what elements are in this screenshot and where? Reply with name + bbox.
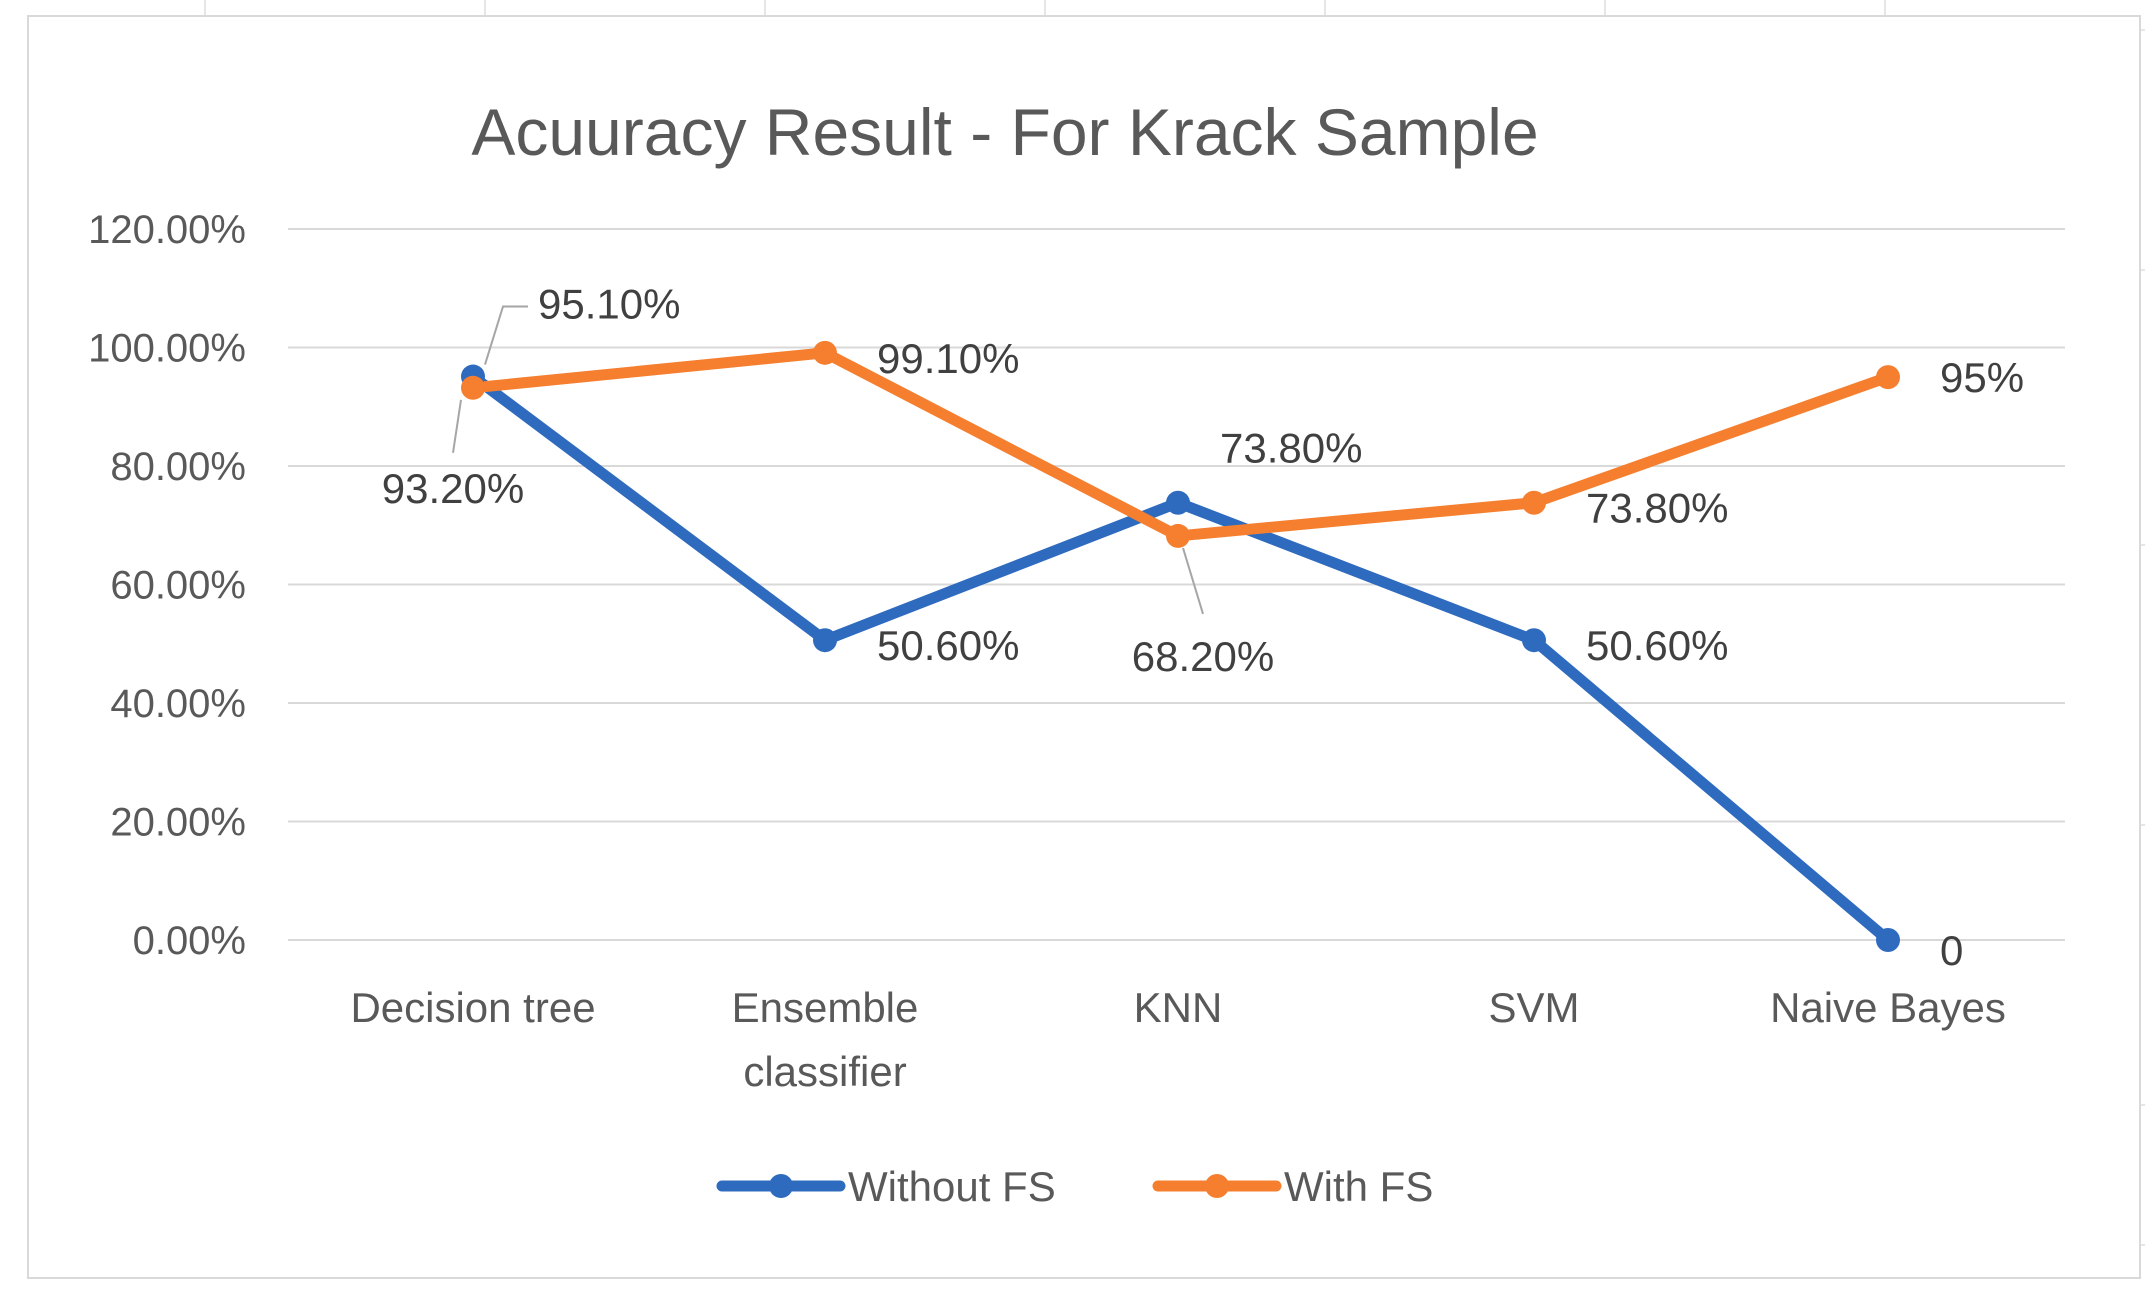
data-point [813, 628, 837, 653]
y-axis-tick-labels: 0.00% 20.00% 40.00% 60.00% 80.00% 100.00% 120.… [88, 208, 246, 963]
x-tick-label: Decision tree [350, 984, 595, 1031]
data-label: 50.60% [877, 622, 1019, 669]
data-label: 99.10% [877, 335, 1019, 382]
y-tick-label: 20.00% [110, 801, 246, 845]
x-tick-label: KNN [1134, 984, 1223, 1031]
y-tick-label: 80.00% [110, 445, 246, 489]
data-label: 50.60% [1586, 622, 1728, 669]
leader-line [484, 305, 528, 365]
chart-border [27, 15, 2141, 1279]
legend: Without FS With FS [716, 1163, 1433, 1210]
data-point [1522, 490, 1546, 515]
x-tick-label: SVM [1488, 984, 1579, 1031]
data-labels: 95.10% 50.60% 73.80% 50.60% 0 93.20% 99.10% 68.… [382, 281, 2024, 974]
data-label: 73.80% [1220, 425, 1362, 472]
series-points [461, 340, 1900, 952]
data-label: 93.20% [382, 465, 524, 512]
y-tick-label: 120.00% [88, 208, 246, 252]
y-tick-label: 60.00% [110, 564, 246, 608]
y-tick-label: 0.00% [133, 919, 246, 963]
y-tick-label: 40.00% [110, 682, 246, 726]
data-point [1166, 490, 1190, 515]
data-label: 73.80% [1586, 485, 1728, 532]
legend-label: With FS [1284, 1163, 1433, 1210]
leader-line [1182, 547, 1204, 615]
data-label: 0 [1940, 927, 1963, 974]
data-label-leader-lines [452, 305, 1204, 615]
x-axis-category-labels: Decision tree Ensemble classifier KNN SVM Nai… [350, 984, 2005, 1095]
chart-title: Acuuracy Result - For Krack Sample [471, 95, 1538, 169]
legend-marker [769, 1174, 793, 1198]
data-point [461, 375, 485, 400]
data-label: 68.20% [1132, 633, 1274, 680]
data-label: 95.10% [538, 281, 680, 328]
data-point [1522, 628, 1546, 653]
y-gridlines [288, 228, 2065, 941]
leader-line [452, 399, 462, 453]
data-point [1876, 365, 1900, 390]
x-tick-label: classifier [743, 1048, 906, 1095]
x-tick-label: Naive Bayes [1770, 984, 2006, 1031]
data-point [1876, 928, 1900, 952]
y-tick-label: 100.00% [88, 327, 246, 371]
data-point [1166, 523, 1190, 548]
legend-label: Without FS [848, 1163, 1056, 1210]
data-label: 95% [1940, 354, 2024, 401]
legend-marker [1205, 1174, 1229, 1198]
x-tick-label: Ensemble [732, 984, 919, 1031]
data-point [813, 340, 837, 365]
